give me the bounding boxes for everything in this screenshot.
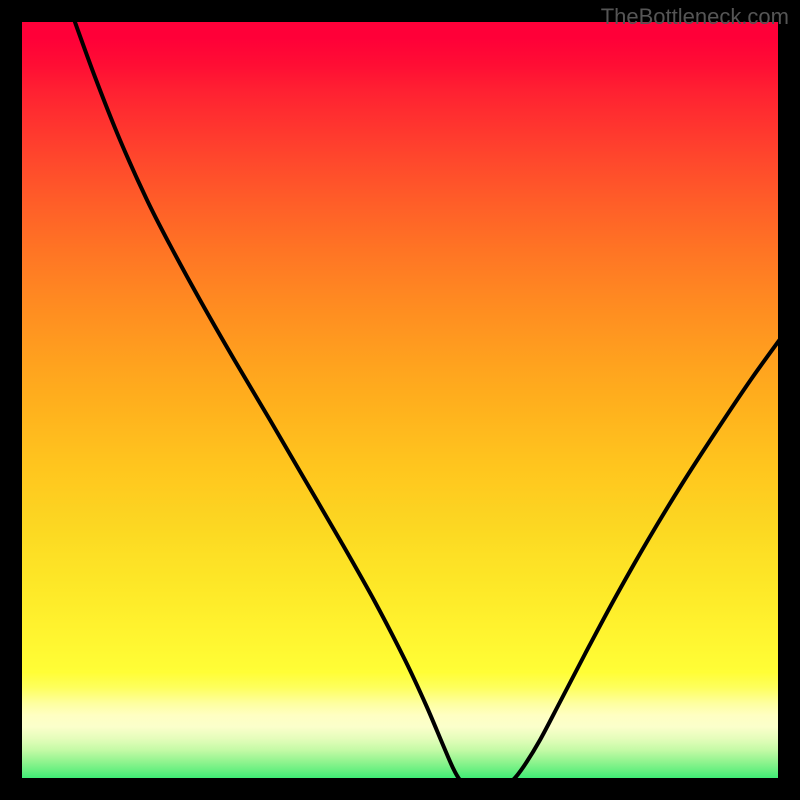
- plot-background: [11, 11, 789, 789]
- watermark-text: TheBottleneck.com: [601, 4, 789, 29]
- chart-container: TheBottleneck.com: [0, 0, 800, 800]
- bottleneck-chart: TheBottleneck.com: [0, 0, 800, 800]
